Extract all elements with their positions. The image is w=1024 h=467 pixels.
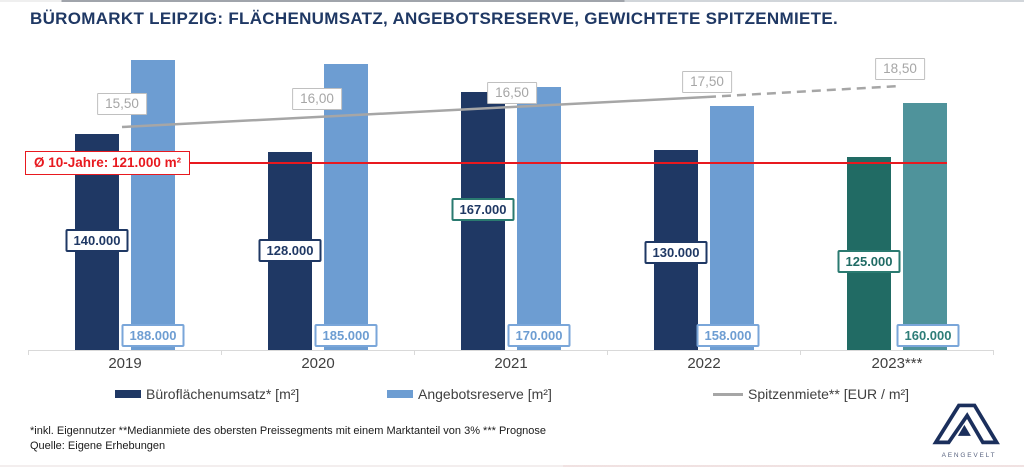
axis-tick xyxy=(993,350,994,355)
value-bueroflaechenumsatz-2020: 128.000 xyxy=(258,239,322,262)
category-label-2023: 2023*** xyxy=(871,355,923,372)
average-line-label: Ø 10-Jahre: 121.000 m² xyxy=(25,151,191,175)
legend-swatch-navy xyxy=(115,390,141,398)
footnote-text: *inkl. Eigennutzer **Medianmiete des obe… xyxy=(30,425,547,437)
axis-tick xyxy=(800,350,801,355)
legend-label: Angebotsreserve [m²] xyxy=(418,386,552,402)
bottom-edge-artifact xyxy=(0,465,1024,467)
value-bueroflaechenumsatz-2021: 167.000 xyxy=(451,198,515,221)
spitzenmiete-label-2021: 16,50 xyxy=(487,82,537,104)
legend-item-bueroflaechenumsatz: Büroflächenumsatz* [m²] xyxy=(115,386,299,402)
legend-swatch-blue xyxy=(387,390,413,398)
bar-angebotsreserve-2023-prognose xyxy=(903,103,947,350)
bar-angebotsreserve-2021 xyxy=(517,87,561,350)
category-label-2019: 2019 xyxy=(108,355,142,372)
source-text: Quelle: Eigene Erhebungen xyxy=(30,440,166,452)
value-bueroflaechenumsatz-2022: 130.000 xyxy=(644,241,708,264)
aengevelt-logo: AENGEVELT xyxy=(924,399,1014,459)
footnote-block: *inkl. Eigennutzer **Medianmiete des obe… xyxy=(30,424,546,454)
chart-title: BÜROMARKT LEIPZIG: FLÄCHENUMSATZ, ANGEBO… xyxy=(30,9,838,28)
value-angebotsreserve-2022: 158.000 xyxy=(696,324,760,347)
spitzenmiete-label-2020: 16,00 xyxy=(292,88,342,110)
value-angebotsreserve-2020: 185.000 xyxy=(314,324,378,347)
aengevelt-logo-text: AENGEVELT xyxy=(941,452,997,459)
value-angebotsreserve-2021: 170.000 xyxy=(507,324,571,347)
spitzenmiete-line-forecast xyxy=(706,84,901,99)
aengevelt-logo-icon xyxy=(932,403,1000,445)
legend-item-angebotsreserve: Angebotsreserve [m²] xyxy=(387,386,552,402)
spitzenmiete-line xyxy=(121,95,708,129)
category-label-2022: 2022 xyxy=(687,355,721,372)
legend-item-spitzenmiete: Spitzenmiete** [EUR / m²] xyxy=(713,386,909,402)
bar-bueroflaechenumsatz-2021 xyxy=(461,92,505,350)
value-angebotsreserve-2019: 188.000 xyxy=(121,324,185,347)
legend-swatch-line xyxy=(713,392,743,396)
axis-tick xyxy=(221,350,222,355)
axis-tick xyxy=(607,350,608,355)
category-label-2021: 2021 xyxy=(494,355,528,372)
value-bueroflaechenumsatz-2019: 140.000 xyxy=(65,229,129,252)
value-angebotsreserve-2023: 160.000 xyxy=(896,324,960,347)
x-axis-line xyxy=(28,350,994,351)
spitzenmiete-label-2022: 17,50 xyxy=(682,71,732,93)
spitzenmiete-label-2019: 15,50 xyxy=(97,93,147,115)
axis-tick xyxy=(414,350,415,355)
bar-angebotsreserve-2022 xyxy=(710,106,754,350)
category-label-2020: 2020 xyxy=(301,355,335,372)
spitzenmiete-label-2023: 18,50 xyxy=(875,58,925,80)
top-edge-artifact xyxy=(0,0,1024,2)
axis-tick xyxy=(28,350,29,355)
legend-label: Spitzenmiete** [EUR / m²] xyxy=(748,386,910,402)
legend-label: Büroflächenumsatz* [m²] xyxy=(146,386,300,402)
value-bueroflaechenumsatz-2023: 125.000 xyxy=(837,250,901,273)
